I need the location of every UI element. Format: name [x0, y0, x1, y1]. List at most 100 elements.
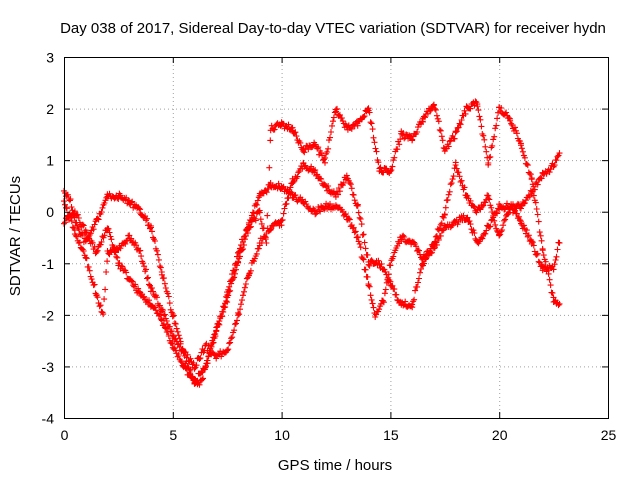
data-point	[535, 258, 542, 265]
data-point	[236, 311, 243, 318]
data-point	[432, 106, 439, 113]
data-point	[487, 223, 494, 230]
data-point	[246, 224, 253, 231]
data-point	[505, 211, 511, 218]
data-point	[317, 208, 324, 215]
data-point	[354, 201, 361, 208]
data-point	[79, 221, 86, 228]
data-point	[455, 124, 462, 131]
y-tick-label: -4	[42, 411, 55, 427]
data-point	[554, 246, 561, 253]
data-point	[442, 204, 449, 211]
data-point	[225, 346, 232, 353]
data-point	[172, 320, 179, 327]
data-point	[358, 221, 365, 228]
data-point	[239, 246, 245, 253]
data-point	[160, 320, 167, 327]
data-point	[184, 351, 191, 358]
data-point	[422, 114, 428, 121]
data-point	[167, 306, 174, 313]
data-point	[156, 302, 163, 309]
data-point	[133, 242, 140, 249]
y-tick-label: 3	[46, 50, 54, 66]
data-point	[377, 164, 384, 171]
data-point	[209, 337, 216, 344]
data-point	[91, 281, 98, 288]
y-tick-label: -1	[42, 256, 55, 272]
data-point	[123, 269, 130, 276]
data-point	[141, 293, 148, 300]
data-point	[435, 118, 442, 125]
data-point	[177, 340, 184, 347]
data-point	[240, 246, 246, 253]
data-point	[220, 308, 227, 315]
data-point	[524, 162, 531, 169]
data-point	[287, 184, 294, 191]
data-point	[290, 179, 297, 185]
data-point	[338, 115, 345, 121]
x-tick-label: 10	[274, 427, 290, 443]
data-point	[158, 317, 165, 324]
data-point	[263, 189, 270, 196]
data-point	[409, 136, 416, 143]
data-point	[436, 225, 443, 232]
data-point	[533, 206, 540, 212]
data-point	[106, 229, 113, 236]
data-point	[117, 245, 124, 252]
data-point	[247, 267, 254, 274]
data-point	[382, 286, 389, 293]
data-point	[372, 145, 379, 152]
data-point	[158, 271, 165, 278]
data-point	[114, 246, 121, 253]
data-point	[467, 197, 474, 204]
data-point	[513, 210, 520, 217]
data-point	[376, 306, 383, 313]
data-point	[207, 345, 214, 352]
data-point	[452, 159, 459, 166]
data-point	[327, 134, 333, 141]
data-point	[98, 209, 105, 215]
data-point	[519, 148, 526, 155]
data-point	[364, 252, 371, 258]
data-point	[82, 229, 89, 236]
data-point	[246, 271, 252, 277]
data-point	[110, 244, 117, 250]
data-point	[528, 175, 535, 181]
data-point	[223, 298, 230, 304]
data-point	[421, 260, 427, 267]
data-point	[149, 285, 155, 291]
data-point	[278, 217, 285, 224]
data-point	[458, 177, 465, 184]
data-point	[534, 211, 541, 218]
data-point	[516, 217, 523, 224]
data-point	[504, 200, 510, 207]
data-point	[199, 369, 206, 376]
data-point	[467, 221, 474, 228]
data-point	[239, 297, 245, 304]
data-point	[260, 225, 267, 231]
data-point	[334, 105, 340, 112]
data-point	[100, 311, 107, 318]
data-point	[529, 239, 536, 246]
data-point	[551, 261, 558, 268]
data-point	[396, 141, 403, 148]
data-point	[132, 281, 139, 288]
data-point	[292, 192, 299, 199]
data-point	[543, 266, 550, 273]
data-point	[146, 297, 152, 304]
data-point	[314, 171, 321, 178]
data-point	[430, 101, 437, 108]
data-point	[440, 214, 447, 221]
data-point	[507, 117, 514, 124]
data-point	[478, 123, 485, 130]
data-point	[456, 173, 463, 180]
data-point	[231, 327, 238, 334]
data-point	[474, 103, 481, 110]
data-point	[431, 105, 438, 112]
data-point	[506, 115, 512, 122]
data-point	[161, 324, 168, 331]
data-point	[529, 181, 536, 188]
data-point	[346, 216, 353, 223]
data-point	[417, 269, 423, 276]
data-point	[527, 171, 534, 178]
